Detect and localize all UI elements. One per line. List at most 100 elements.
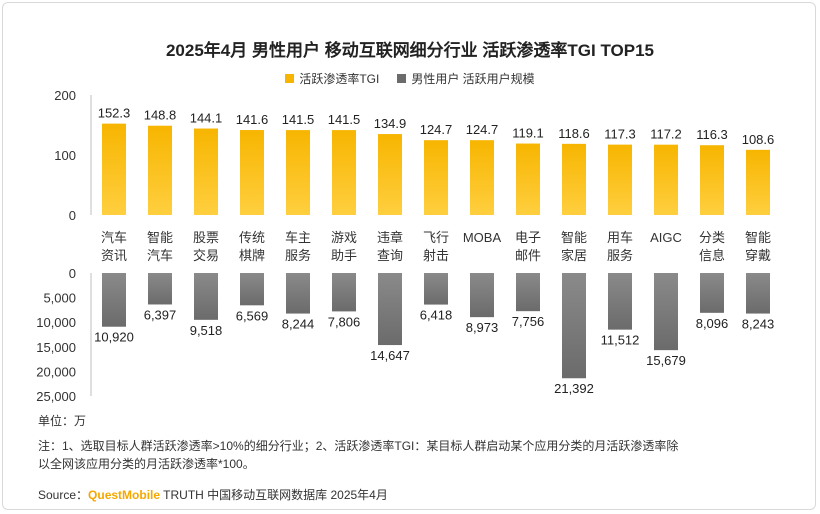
note-line-1: 注：1、选取目标人群活跃渗透率>10%的细分行业；2、活跃渗透率TGI：某目标人… xyxy=(38,439,679,453)
category-label: 资讯 xyxy=(101,248,127,263)
user-bar xyxy=(654,273,678,351)
tgi-bar xyxy=(516,143,540,215)
user-bar xyxy=(608,273,632,330)
category-label: 违章 xyxy=(377,230,403,245)
user-value-label: 15,679 xyxy=(646,353,686,368)
category-label: 交易 xyxy=(193,248,219,263)
tgi-value-label: 118.6 xyxy=(558,126,590,141)
top-y-tick-label: 200 xyxy=(54,88,76,103)
category-label: 汽车 xyxy=(147,248,173,263)
user-value-label: 9,518 xyxy=(190,323,223,338)
category-label: MOBA xyxy=(463,230,502,245)
bottom-y-tick-label: 10,000 xyxy=(36,315,76,330)
category-label: 服务 xyxy=(285,248,311,263)
category-label: 传统 xyxy=(239,230,265,245)
user-value-label: 8,243 xyxy=(742,317,775,332)
user-value-label: 6,418 xyxy=(420,308,453,323)
user-value-label: 14,647 xyxy=(370,348,410,363)
tgi-value-label: 117.2 xyxy=(650,127,682,142)
user-bar xyxy=(102,273,126,327)
tgi-bar xyxy=(654,144,678,215)
bottom-y-tick-label: 20,000 xyxy=(36,364,76,379)
chart-title: 2025年4月 男性用户 移动互联网细分行业 活跃渗透率TGI TOP15 xyxy=(165,41,655,60)
tgi-bar xyxy=(608,144,632,215)
user-bar xyxy=(148,273,172,305)
user-bar xyxy=(562,273,586,379)
tgi-bars: 152.3 148.8 144.1 141.6 141.5 141.5 134.9 124.7… xyxy=(98,106,775,215)
bottom-y-tick-label: 5,000 xyxy=(43,291,76,306)
category-label: 智能 xyxy=(745,230,771,245)
user-bars: 10,920 6,397 9,518 6,569 8,244 7,806 14,647 6,4… xyxy=(94,273,774,396)
category-label: 服务 xyxy=(607,248,633,263)
category-label: 电子 xyxy=(515,230,541,245)
tgi-bar xyxy=(240,130,264,215)
user-value-label: 6,397 xyxy=(144,307,177,322)
source-brand: QuestMobile xyxy=(88,488,161,502)
top-y-tick-label: 0 xyxy=(69,208,76,223)
tgi-bar xyxy=(470,140,494,215)
category-label: 车主 xyxy=(285,230,311,245)
user-value-label: 10,920 xyxy=(94,330,134,345)
tgi-value-label: 116.3 xyxy=(696,127,728,142)
user-bar xyxy=(286,273,310,314)
bottom-y-axis: 0 5,000 10,000 15,000 20,000 25,000 xyxy=(36,266,92,404)
user-bar xyxy=(194,273,218,320)
tgi-bar xyxy=(562,143,586,215)
user-bar xyxy=(470,273,494,318)
legend-label-tgi: 活跃渗透率TGI xyxy=(299,72,380,86)
tgi-bar xyxy=(700,145,724,215)
tgi-value-label: 152.3 xyxy=(98,106,131,121)
category-label: 分类 xyxy=(699,230,725,245)
user-bar xyxy=(332,273,356,312)
category-label: 智能 xyxy=(147,230,173,245)
tgi-bar xyxy=(286,130,310,215)
user-bar xyxy=(240,273,264,306)
category-label: 穿戴 xyxy=(745,248,771,263)
category-label: 飞行 xyxy=(423,230,449,245)
user-value-label: 8,973 xyxy=(466,320,499,335)
tgi-bar xyxy=(332,130,356,215)
source-rest: TRUTH 中国移动互联网数据库 2025年4月 xyxy=(160,488,388,502)
category-label: 家居 xyxy=(561,248,587,263)
top-y-tick-label: 100 xyxy=(54,148,76,163)
top-y-axis: 0 100 200 xyxy=(54,88,92,223)
tgi-bar xyxy=(378,134,402,215)
note-line-2: 以全网该应用分类的月活跃渗透率*100。 xyxy=(38,457,255,471)
tgi-value-label: 134.9 xyxy=(374,116,407,131)
tgi-value-label: 141.5 xyxy=(328,112,361,127)
category-label: 汽车 xyxy=(101,230,127,245)
legend-swatch-tgi xyxy=(285,74,295,83)
user-value-label: 21,392 xyxy=(554,381,594,396)
tgi-value-label: 141.5 xyxy=(282,112,315,127)
bottom-y-tick-label: 0 xyxy=(69,266,76,281)
user-bar xyxy=(516,273,540,312)
tgi-bar xyxy=(194,128,218,215)
user-bar xyxy=(424,273,448,305)
category-label: 助手 xyxy=(331,248,357,263)
category-label: 智能 xyxy=(561,230,587,245)
legend-label-users: 男性用户 活跃用户规模 xyxy=(411,72,535,86)
tgi-value-label: 144.1 xyxy=(190,111,223,126)
user-bar xyxy=(746,273,770,314)
category-label: 邮件 xyxy=(515,248,541,263)
user-value-label: 11,512 xyxy=(601,333,640,348)
category-label: AIGC xyxy=(650,230,682,245)
user-value-label: 8,096 xyxy=(696,316,729,331)
legend-swatch-users xyxy=(397,74,407,83)
tgi-bar xyxy=(424,140,448,215)
source-line: Source：QuestMobile TRUTH 中国移动互联网数据库 2025… xyxy=(38,486,388,503)
user-value-label: 6,569 xyxy=(236,308,269,323)
category-label: 股票 xyxy=(193,230,219,245)
tgi-value-label: 108.6 xyxy=(742,132,775,147)
tgi-value-label: 141.6 xyxy=(236,112,269,127)
tgi-value-label: 148.8 xyxy=(144,108,177,123)
tgi-value-label: 124.7 xyxy=(466,122,499,137)
category-label: 射击 xyxy=(423,248,449,263)
category-label: 用车 xyxy=(607,230,633,245)
user-bar xyxy=(700,273,724,313)
category-label: 信息 xyxy=(699,248,725,263)
tgi-bar xyxy=(102,123,126,215)
